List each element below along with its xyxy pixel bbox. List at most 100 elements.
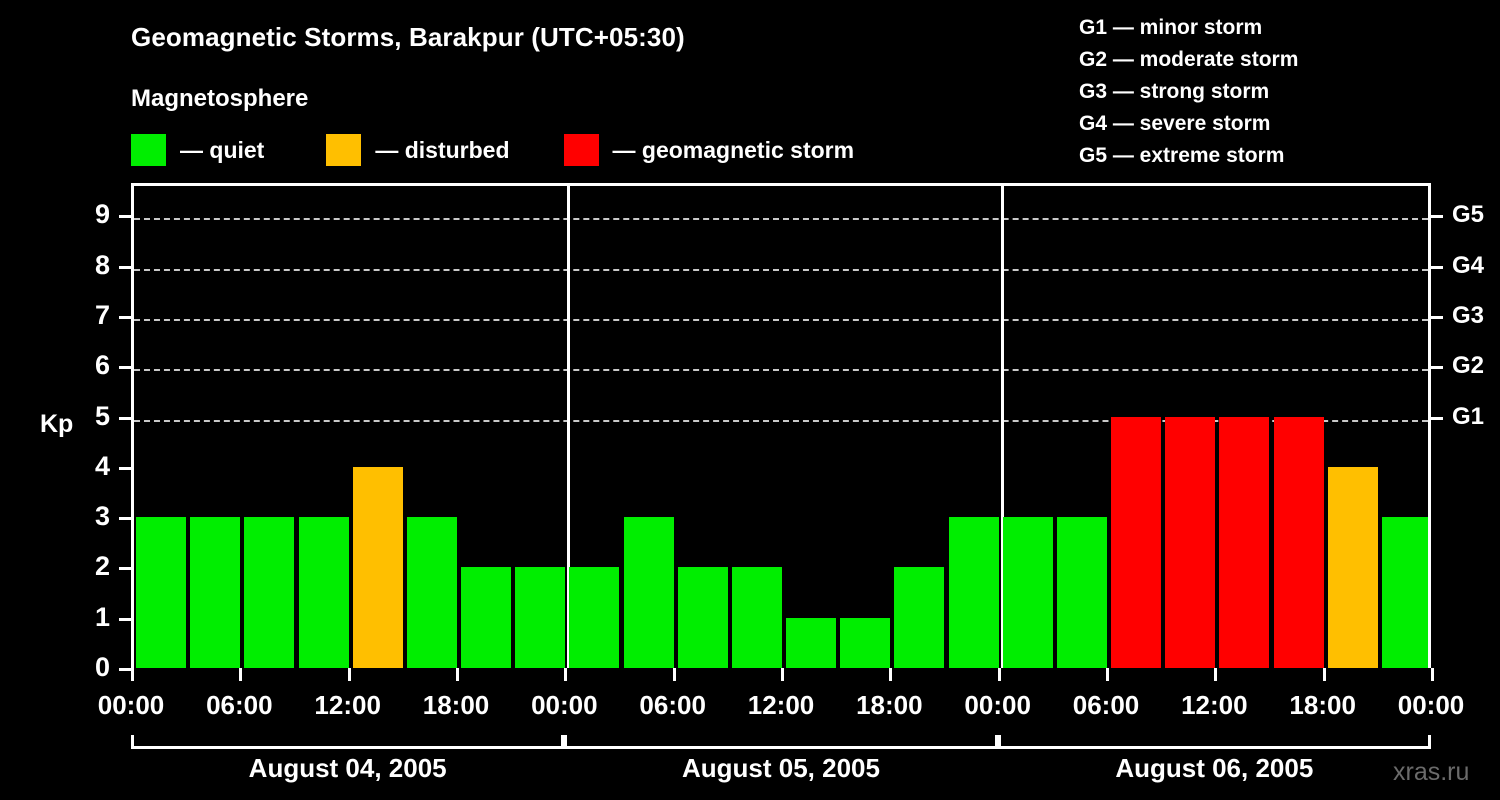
x-axis-tick	[997, 668, 1001, 681]
g-axis-tick-label: G2	[1452, 352, 1485, 380]
g-axis-tick	[1431, 215, 1443, 219]
legend-swatch-quiet-icon	[131, 134, 166, 166]
y-axis-tick	[119, 215, 131, 219]
y-axis-tick	[119, 265, 131, 269]
g-scale-line-g3: G3 — strong storm	[1079, 79, 1270, 103]
g-axis-tick-label: G3	[1452, 301, 1485, 329]
bar	[731, 567, 782, 668]
g-axis-tick	[1431, 315, 1443, 319]
y-axis-tick	[119, 517, 131, 521]
x-axis-tick	[131, 668, 134, 681]
day-label: August 04, 2005	[248, 753, 447, 783]
bar	[298, 517, 349, 668]
x-axis-tick-label: 12:00	[747, 690, 815, 720]
legend-label-quiet: — quiet	[180, 136, 265, 163]
bar	[948, 517, 999, 668]
x-axis-tick-label: 00:00	[1397, 690, 1465, 720]
day-separator	[1001, 186, 1004, 668]
y-axis-tick-label: 1	[94, 601, 110, 632]
legend-label-disturbed: — disturbed	[375, 136, 510, 163]
y-axis-tick	[119, 567, 131, 571]
grid-line	[134, 268, 1428, 271]
plot-area	[131, 183, 1431, 668]
bar	[352, 466, 403, 668]
y-axis-tick-label: 3	[94, 501, 110, 532]
x-axis-tick-label: 00:00	[531, 690, 598, 720]
x-axis-tick-label: 06:00	[206, 690, 273, 720]
y-axis-tick-label: 0	[94, 652, 110, 682]
y-axis-tick	[119, 617, 131, 621]
bar	[461, 567, 512, 668]
grid-line	[134, 419, 1428, 422]
bar	[1273, 416, 1324, 668]
y-axis-tick	[119, 668, 131, 671]
bar	[1219, 416, 1270, 668]
legend-item-storm: — geomagnetic storm	[563, 134, 855, 166]
x-axis-tick	[1106, 668, 1109, 681]
y-axis-tick	[119, 416, 131, 420]
x-axis-tick	[239, 668, 243, 681]
y-axis-tick	[119, 466, 131, 470]
bar	[406, 517, 457, 668]
x-axis-tick-label: 06:00	[639, 690, 706, 720]
color-legend: — quiet — disturbed — geomagnetic storm	[131, 133, 854, 167]
x-axis-tick	[456, 668, 459, 681]
g-scale-line-g5: G5 — extreme storm	[1079, 143, 1285, 167]
watermark: xras.ru	[1393, 758, 1470, 786]
g-scale-legend: G1 — minor storm G2 — moderate storm G3 …	[1079, 12, 1298, 172]
g-axis-tick	[1431, 416, 1443, 420]
bar	[1002, 517, 1053, 668]
day-bracket	[564, 735, 998, 749]
bar	[623, 517, 674, 668]
x-axis-tick	[1214, 668, 1218, 681]
grid-line	[134, 318, 1428, 321]
x-axis-tick-label: 18:00	[1289, 690, 1356, 720]
g-axis-tick-label: G1	[1452, 402, 1485, 430]
g-axis-tick-label: G5	[1452, 201, 1485, 229]
y-axis-tick-label: 7	[94, 299, 110, 330]
day-label: August 06, 2005	[1115, 753, 1314, 783]
g-axis-tick	[1431, 265, 1443, 269]
day-label: August 05, 2005	[682, 753, 880, 783]
g-axis-tick-label: G4	[1452, 251, 1485, 279]
x-axis-tick	[672, 668, 676, 681]
y-axis-title: Kp	[40, 410, 74, 438]
legend-swatch-disturbed-icon	[326, 134, 362, 166]
x-axis-tick	[889, 668, 893, 681]
g-axis-tick	[1431, 366, 1443, 370]
y-axis-tick-label: 5	[94, 400, 110, 431]
x-axis-tick-label: 00:00	[964, 690, 1031, 720]
x-axis-tick	[347, 668, 351, 681]
x-axis-tick	[781, 668, 784, 681]
bar-series	[134, 186, 1428, 668]
bar	[786, 617, 837, 668]
bar	[136, 517, 187, 668]
y-axis-tick	[119, 315, 131, 319]
legend-item-disturbed: — disturbed	[326, 134, 510, 166]
grid-line	[134, 369, 1428, 372]
x-axis-tick-label: 00:00	[97, 690, 165, 720]
x-axis-tick-label: 18:00	[422, 690, 490, 720]
y-axis-tick-label: 4	[94, 450, 110, 481]
g-scale-line-g1: G1 — minor storm	[1079, 16, 1263, 39]
bar	[1327, 466, 1378, 668]
bar	[894, 567, 945, 668]
bar	[515, 567, 566, 668]
chart-subtitle: Magnetosphere	[131, 85, 309, 112]
g-scale-line-g4: G4 — severe storm	[1079, 111, 1271, 135]
g-scale-line-g2: G2 — moderate storm	[1079, 47, 1299, 71]
x-axis-tick-label: 12:00	[1181, 690, 1248, 720]
legend-item-quiet: — quiet	[131, 134, 264, 166]
y-axis-tick-label: 2	[94, 551, 110, 582]
legend-label-storm: — geomagnetic storm	[612, 136, 855, 163]
day-separator	[567, 186, 570, 668]
legend-swatch-storm-icon	[563, 134, 599, 166]
x-axis-tick	[1322, 668, 1326, 681]
bar	[1056, 517, 1107, 668]
day-bracket	[131, 735, 565, 749]
x-axis-tick-label: 12:00	[314, 690, 381, 720]
bar	[677, 567, 728, 668]
day-bracket	[997, 735, 1431, 749]
y-axis-tick-label: 6	[94, 350, 110, 381]
